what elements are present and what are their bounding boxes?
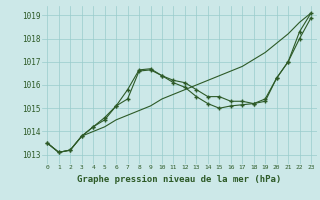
X-axis label: Graphe pression niveau de la mer (hPa): Graphe pression niveau de la mer (hPa) bbox=[77, 175, 281, 184]
